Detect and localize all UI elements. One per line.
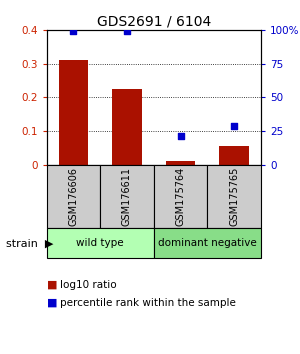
Text: GSM175764: GSM175764	[176, 167, 186, 226]
Text: wild type: wild type	[76, 238, 124, 249]
Text: ■: ■	[46, 298, 57, 308]
Text: GSM176606: GSM176606	[68, 167, 78, 226]
Text: strain  ▶: strain ▶	[6, 238, 53, 249]
Bar	[58, 60, 88, 165]
Bar	[219, 146, 249, 165]
Point	[232, 124, 237, 129]
Text: log10 ratio: log10 ratio	[60, 280, 117, 290]
Point	[124, 29, 129, 34]
Text: GSM176611: GSM176611	[122, 167, 132, 226]
Title: GDS2691 / 6104: GDS2691 / 6104	[97, 15, 211, 29]
Bar	[166, 161, 195, 165]
Point	[178, 133, 183, 138]
Bar	[112, 89, 142, 165]
Text: GSM175765: GSM175765	[229, 167, 239, 226]
Text: ■: ■	[46, 280, 57, 290]
Text: percentile rank within the sample: percentile rank within the sample	[60, 298, 236, 308]
Text: dominant negative: dominant negative	[158, 238, 257, 249]
Point	[71, 29, 76, 34]
